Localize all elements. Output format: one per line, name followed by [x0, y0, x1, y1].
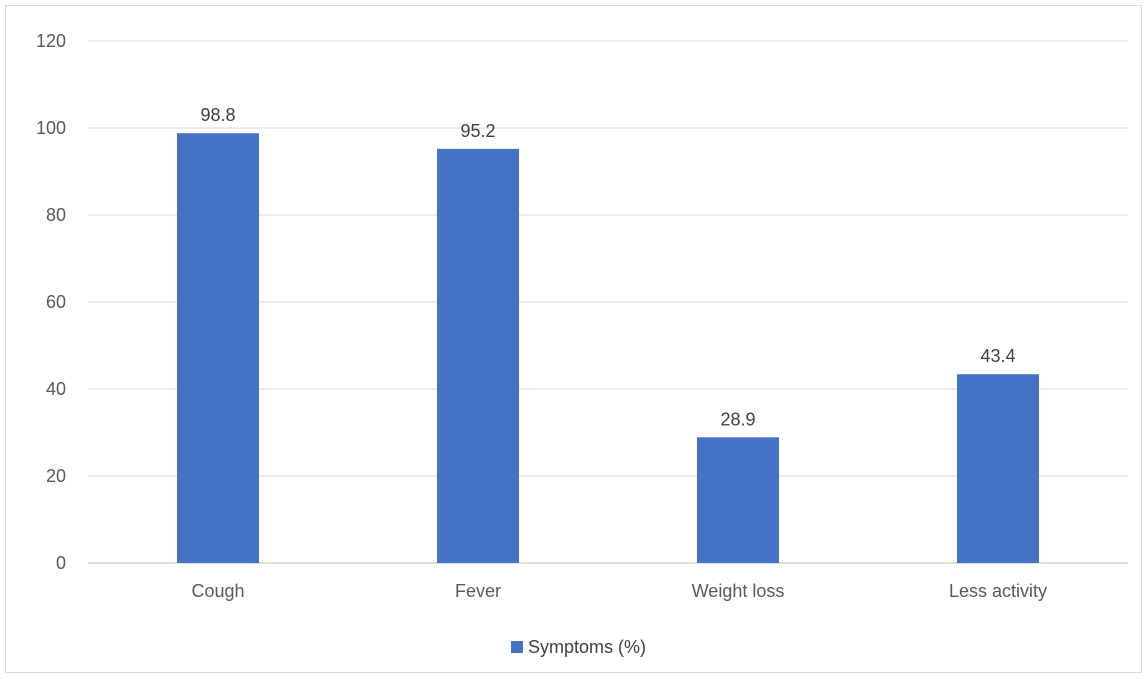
legend-label: Symptoms (%) [528, 637, 646, 657]
y-tick-label: 100 [36, 118, 66, 138]
y-tick-label: 60 [46, 292, 66, 312]
y-axis-ticks: 0 20 40 60 80 100 120 [36, 31, 66, 573]
x-tick-label: Fever [455, 581, 501, 601]
data-label: 28.9 [720, 409, 755, 429]
x-axis-ticks: Cough Fever Weight loss Less activity [191, 581, 1047, 601]
legend: Symptoms (%) [511, 637, 646, 657]
legend-swatch [511, 641, 523, 653]
x-tick-label: Weight loss [692, 581, 785, 601]
bar [177, 133, 259, 563]
bar [437, 148, 519, 563]
y-tick-label: 20 [46, 466, 66, 486]
bars [177, 133, 1039, 563]
y-tick-label: 120 [36, 31, 66, 51]
bar [957, 374, 1039, 563]
data-label: 43.4 [980, 346, 1015, 366]
x-tick-label: Cough [191, 581, 244, 601]
x-tick-label: Less activity [949, 581, 1047, 601]
y-tick-label: 40 [46, 379, 66, 399]
gridlines [88, 40, 1128, 564]
data-label: 98.8 [200, 105, 235, 125]
bar [697, 437, 779, 563]
y-tick-label: 0 [56, 553, 66, 573]
data-labels: 98.8 95.2 28.9 43.4 [200, 105, 1015, 429]
data-label: 95.2 [460, 121, 495, 141]
y-tick-label: 80 [46, 205, 66, 225]
